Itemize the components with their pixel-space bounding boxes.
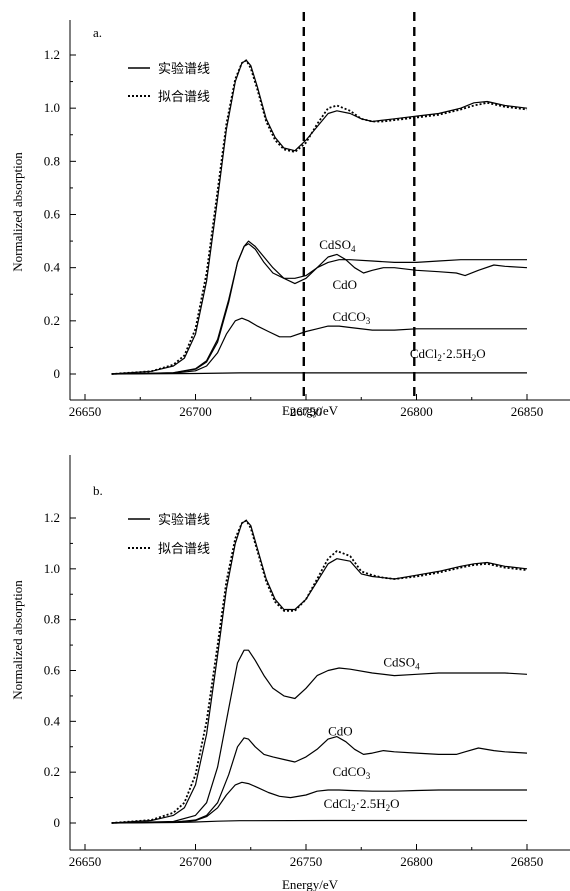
series-label: CdCO3: [333, 309, 371, 326]
y-axis-label: Normalized absorption: [10, 580, 25, 700]
x-tick-label: 26750: [290, 404, 323, 419]
series-line-CdCl2: [111, 819, 527, 824]
y-tick-label: 0.2: [44, 313, 60, 328]
y-tick-label: 1.0: [44, 100, 60, 115]
series-line-CdO: [111, 735, 528, 824]
y-tick-label: 0: [54, 815, 61, 830]
series-label: CdSO4: [319, 237, 356, 254]
x-tick-label: 26650: [69, 854, 102, 869]
x-axis-label: Energy/eV: [282, 877, 339, 891]
series-line-experimental: [111, 519, 528, 824]
x-axis-label: Energy/eV: [282, 403, 339, 418]
series-line-CdO: [111, 240, 528, 375]
series-label: CdO: [328, 723, 353, 738]
y-tick-label: 0.4: [44, 260, 61, 275]
series-line-fitted: [111, 519, 528, 824]
y-axis-label: Normalized absorption: [10, 152, 25, 272]
x-tick-label: 26750: [290, 854, 323, 869]
panel-tag: a.: [93, 25, 102, 40]
chart-panel-a: 0 0.2 0.4 0.6 0.8 1.0 1.2 26650 26700 26750 26800 2…: [10, 12, 570, 419]
x-tick-label: 26850: [511, 404, 544, 419]
x-tick-label: 26650: [69, 404, 102, 419]
series-label: CdSO4: [383, 655, 420, 672]
legend-label: 实验谱线: [158, 512, 210, 528]
y-tick-label: 0.8: [44, 153, 60, 168]
x-tick-label: 26700: [179, 854, 212, 869]
y-tick-label: 0.8: [44, 612, 60, 627]
x-tick-label: 26700: [179, 404, 212, 419]
y-tick-label: 0.6: [44, 663, 61, 678]
series-line-fitted: [111, 59, 528, 375]
y-tick-label: 1.2: [44, 510, 60, 525]
series-line-CdCO3: [111, 317, 527, 375]
x-tick-label: 26800: [400, 404, 433, 419]
legend-label: 拟合谱线: [158, 90, 210, 105]
x-tick-label: 26850: [511, 854, 544, 869]
series-line-CdCl2: [111, 372, 527, 375]
series-label: CdCl2·2.5H2O: [324, 796, 400, 813]
panel-tag: b.: [93, 483, 103, 498]
series-label: CdCO3: [333, 764, 371, 781]
y-tick-label: 0.4: [44, 713, 61, 728]
series-line-experimental: [111, 59, 528, 375]
y-tick-label: 1.2: [44, 47, 60, 62]
y-tick-label: 0.6: [44, 207, 61, 222]
legend-label: 拟合谱线: [158, 542, 210, 557]
series-line-CdCO3: [111, 781, 527, 824]
y-tick-label: 0.2: [44, 764, 60, 779]
y-tick-label: 0: [54, 366, 61, 381]
x-tick-label: 26800: [400, 854, 433, 869]
series-label: CdCl2·2.5H2O: [410, 346, 486, 363]
y-tick-label: 1.0: [44, 561, 60, 576]
chart-panel-b: 0 0.2 0.4 0.6 0.8 1.0 1.2 26650 26700 26750 26800 2…: [10, 455, 570, 891]
legend-label: 实验谱线: [158, 61, 210, 77]
series-line-CdSO4: [111, 649, 528, 824]
series-label: CdO: [333, 277, 358, 292]
series-line-CdSO4: [111, 243, 527, 375]
